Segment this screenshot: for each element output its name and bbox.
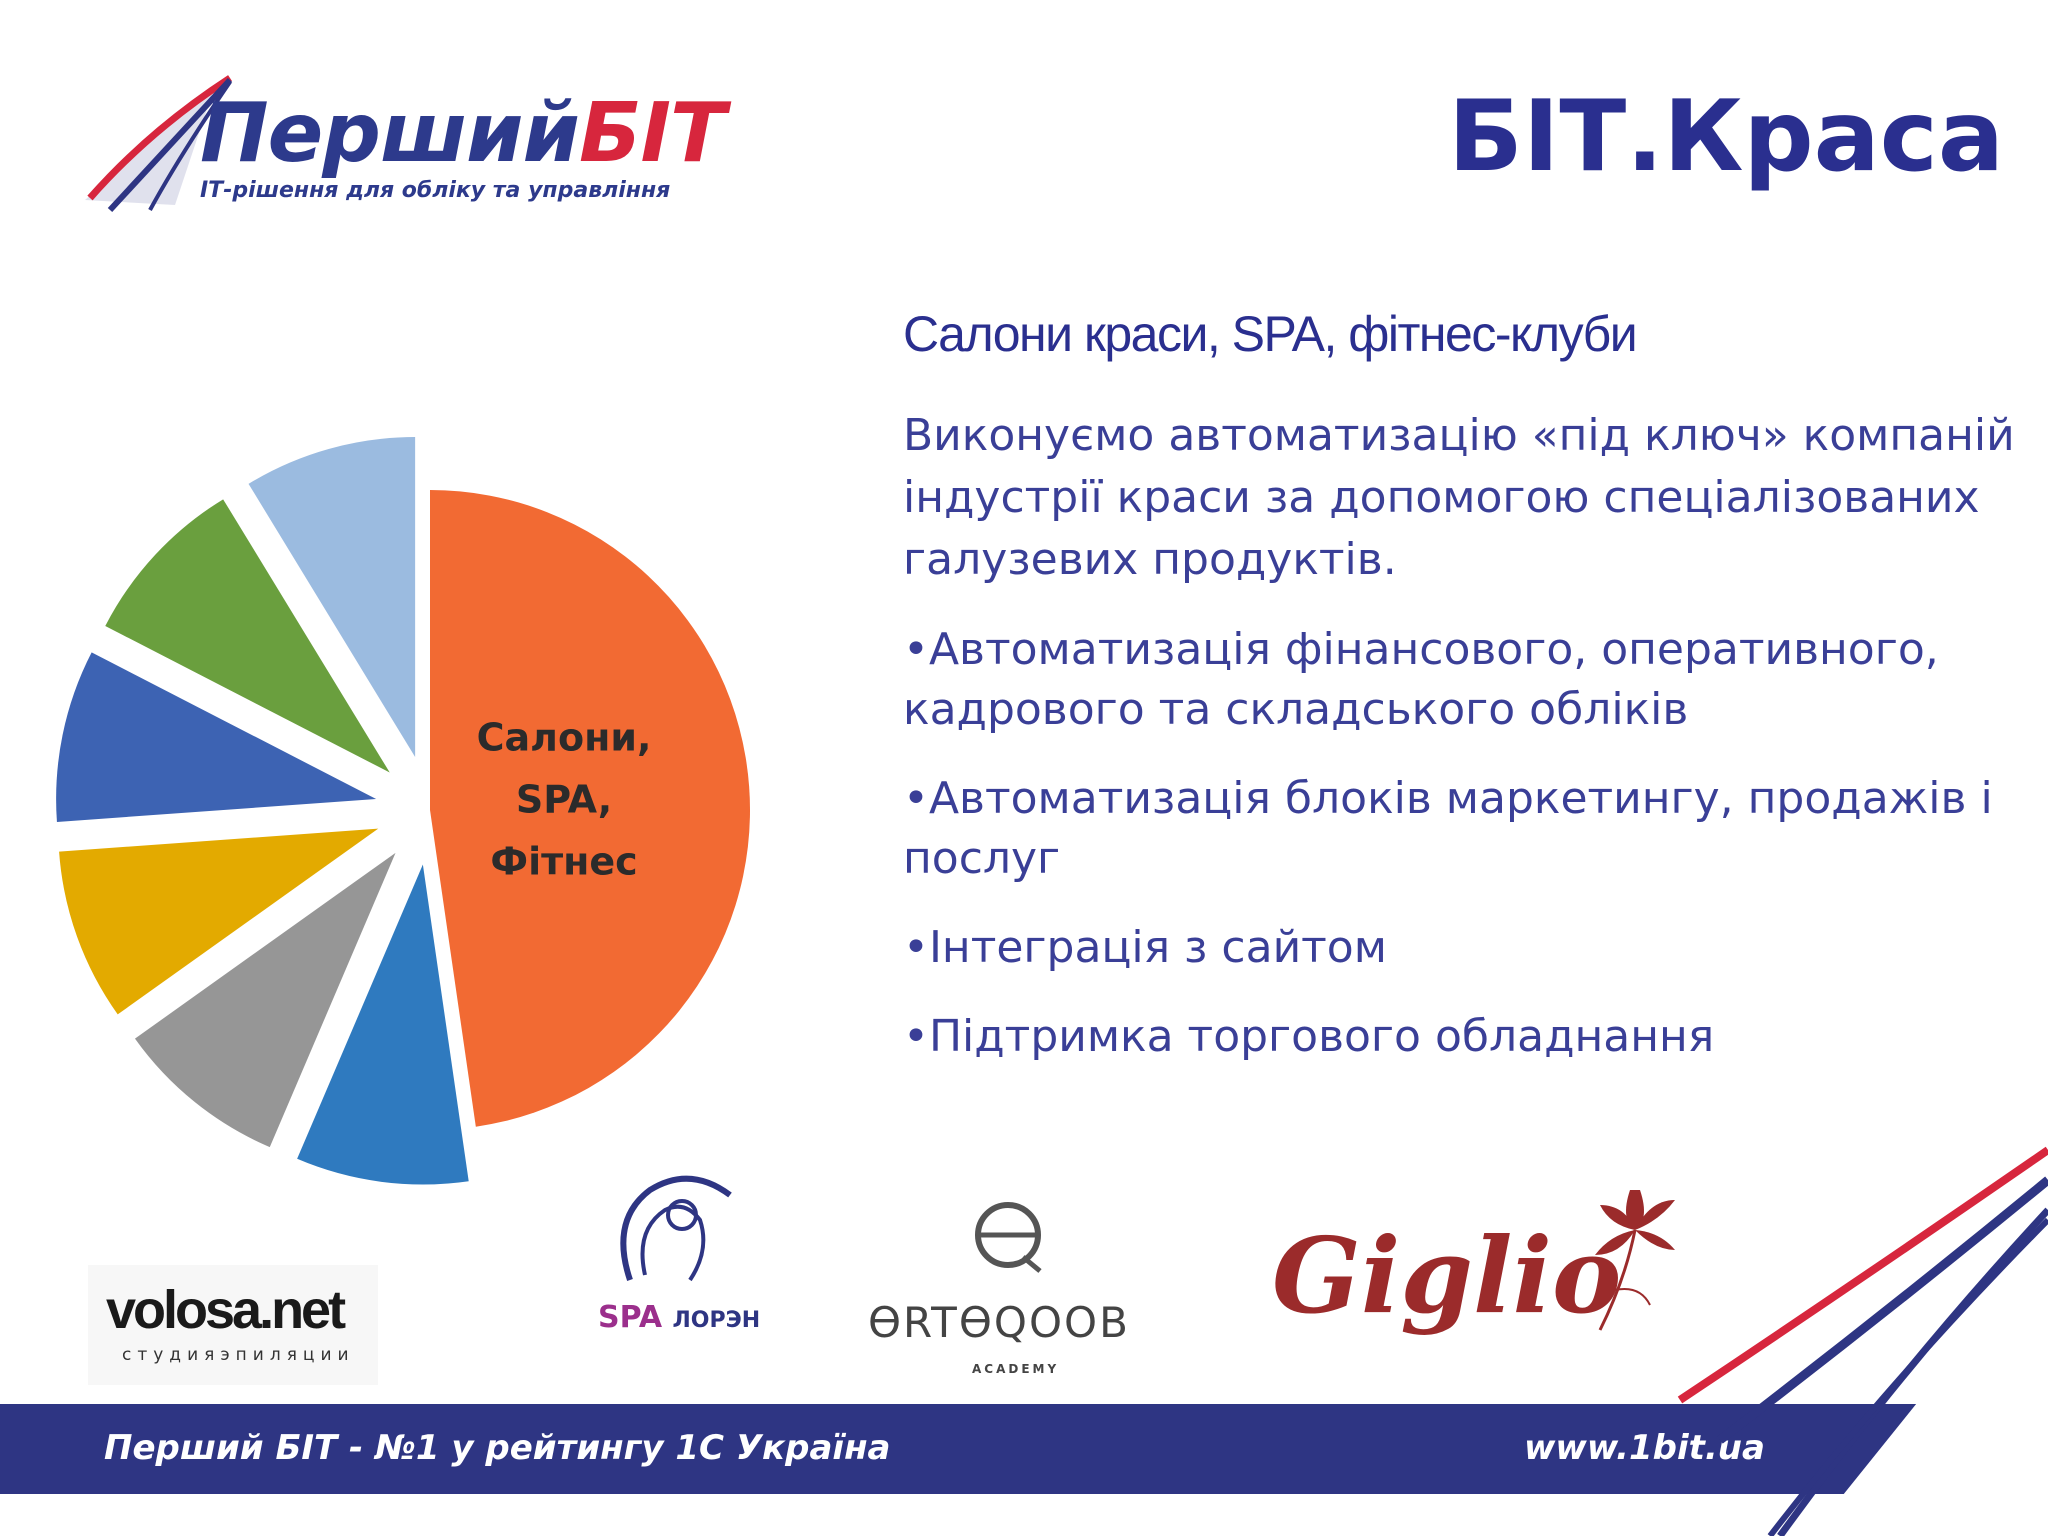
spa-loren-brand: ЛОРЭН xyxy=(672,1308,761,1333)
pie-slice-3 xyxy=(59,828,379,1015)
feature-list: Автоматизація фінансового, оперативного,… xyxy=(903,620,2033,1096)
corner-swoosh-graphic xyxy=(1677,1146,2048,1536)
ortoqoob-logo-sub: ACADEMY xyxy=(972,1362,1060,1376)
company-logo-graphic xyxy=(85,75,233,213)
section-subtitle: Салони краси, SPA, фітнес-клуби xyxy=(903,306,1638,362)
spa-loren-emblem xyxy=(620,1175,732,1282)
pie-slice-4 xyxy=(56,652,377,822)
page-title: БІТ.Краса xyxy=(1448,80,2004,194)
footer-slogan: Перший БІТ - №1 у рейтингу 1С Україна xyxy=(104,1428,891,1468)
feature-item: Підтримка торгового обладнання xyxy=(903,1007,2033,1067)
logo-part-1: Перший xyxy=(200,86,580,181)
client-logos: volosa.net студияэпиляции SPA ЛОРЭН ƟRTƟ… xyxy=(0,1150,2048,1410)
pie-slice-6 xyxy=(248,437,416,758)
pie-slice-0 xyxy=(430,490,750,1127)
volosa-logo-sub: студияэпиляции xyxy=(122,1345,355,1365)
flower-icon xyxy=(1595,1190,1675,1331)
pie-slice-2 xyxy=(134,852,396,1148)
spa-loren-logo: SPA ЛОРЭН xyxy=(598,1300,760,1335)
spa-loren-name: SPA xyxy=(598,1300,663,1335)
company-logo-text: ПершийБІТ xyxy=(200,86,726,181)
logo-part-2: БІТ xyxy=(578,86,726,181)
volosa-logo-main: volosa.net xyxy=(106,1280,346,1340)
feature-item: Автоматизація фінансового, оперативного,… xyxy=(903,620,2033,740)
intro-paragraph: Виконуємо автоматизацію «під ключ» компа… xyxy=(903,410,2015,585)
giglio-logo: Giglio xyxy=(1272,1214,1622,1337)
feature-item: Інтеграція з сайтом xyxy=(903,918,2033,978)
feature-item: Автоматизація блоків маркетингу, продажі… xyxy=(903,769,2033,889)
company-logo-tagline: ІТ-рішення для обліку та управління xyxy=(200,178,671,203)
ortoqoob-logo-name: ƟRTƟQOOB xyxy=(868,1298,1130,1347)
pie-slice-label-line: Салони, xyxy=(477,715,652,759)
pie-slice-label: Салони, SPA, Фітнес xyxy=(477,715,652,883)
ortoqoob-emblem xyxy=(975,1202,1042,1273)
pie-slice-label-line: Фітнес xyxy=(490,839,637,883)
pie-slice-label-line: SPA, xyxy=(516,777,612,821)
pie-slice-5 xyxy=(105,499,390,773)
footer-bar xyxy=(0,1404,2048,1494)
pie-slice-1 xyxy=(297,864,469,1185)
volosa-logo: volosa.net студияэпиляции xyxy=(88,1265,378,1385)
segments-pie-chart: Салони, SPA, Фітнес xyxy=(56,437,750,1185)
